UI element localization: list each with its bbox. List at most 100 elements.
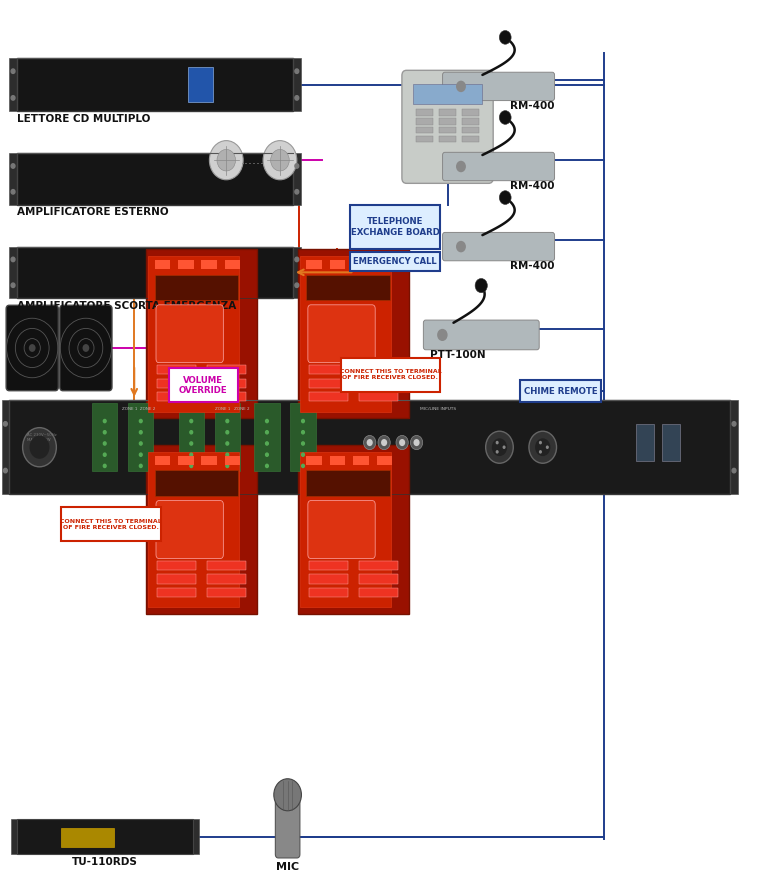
Text: LETTORE CD MULTIPLO: LETTORE CD MULTIPLO bbox=[17, 114, 150, 124]
Circle shape bbox=[190, 453, 193, 457]
Bar bbox=[300, 256, 391, 411]
Bar bbox=[359, 378, 397, 388]
Bar bbox=[207, 574, 246, 584]
Bar bbox=[146, 445, 257, 614]
Circle shape bbox=[546, 445, 549, 449]
Text: MIC: MIC bbox=[276, 862, 299, 872]
FancyBboxPatch shape bbox=[6, 305, 58, 391]
FancyBboxPatch shape bbox=[443, 152, 555, 181]
Circle shape bbox=[456, 161, 466, 173]
Bar bbox=[148, 452, 239, 607]
Bar bbox=[155, 456, 170, 465]
Bar bbox=[92, 403, 117, 471]
Bar bbox=[439, 118, 456, 125]
FancyBboxPatch shape bbox=[308, 500, 375, 559]
Circle shape bbox=[11, 283, 15, 287]
Bar bbox=[377, 456, 392, 465]
Bar bbox=[353, 456, 369, 465]
Bar bbox=[146, 249, 257, 418]
Bar bbox=[225, 456, 240, 465]
Circle shape bbox=[502, 445, 505, 449]
Bar bbox=[307, 456, 322, 465]
Circle shape bbox=[456, 241, 466, 253]
Bar bbox=[463, 135, 479, 142]
Bar bbox=[293, 58, 301, 111]
FancyBboxPatch shape bbox=[423, 320, 539, 350]
Circle shape bbox=[265, 453, 268, 457]
Circle shape bbox=[295, 257, 299, 262]
Circle shape bbox=[274, 779, 301, 811]
Circle shape bbox=[265, 441, 268, 445]
Text: RM-400: RM-400 bbox=[510, 181, 555, 190]
Text: CONNECT THIS TO TERMINAL
OF FIRE RECEIVER CLOSED.: CONNECT THIS TO TERMINAL OF FIRE RECEIVE… bbox=[340, 369, 441, 380]
Bar bbox=[178, 456, 193, 465]
Bar bbox=[637, 424, 654, 461]
Bar bbox=[157, 378, 196, 388]
Circle shape bbox=[104, 419, 106, 423]
Bar bbox=[350, 252, 440, 271]
Circle shape bbox=[495, 441, 499, 444]
Bar bbox=[293, 247, 301, 298]
Bar bbox=[416, 126, 433, 134]
Bar bbox=[300, 452, 391, 607]
Bar bbox=[413, 84, 482, 104]
Bar bbox=[377, 260, 392, 270]
Bar bbox=[463, 126, 479, 134]
Circle shape bbox=[364, 435, 376, 449]
FancyBboxPatch shape bbox=[60, 305, 112, 391]
Bar bbox=[359, 365, 397, 375]
Circle shape bbox=[140, 465, 142, 467]
Bar bbox=[330, 260, 345, 270]
Circle shape bbox=[190, 419, 193, 423]
Circle shape bbox=[265, 465, 268, 467]
Circle shape bbox=[399, 439, 405, 446]
Bar bbox=[308, 365, 347, 375]
Circle shape bbox=[22, 427, 56, 466]
Circle shape bbox=[499, 30, 511, 44]
Circle shape bbox=[295, 69, 299, 73]
Bar bbox=[17, 819, 193, 854]
Text: AC 230V~50Hz
MAX 1517W: AC 230V~50Hz MAX 1517W bbox=[28, 433, 57, 442]
Circle shape bbox=[263, 141, 297, 180]
Bar bbox=[359, 561, 397, 570]
Text: ......: ...... bbox=[241, 154, 265, 166]
Text: AMPLIFICATORE SCORTA EMERGENZA: AMPLIFICATORE SCORTA EMERGENZA bbox=[17, 301, 236, 311]
Bar bbox=[9, 153, 17, 205]
Bar bbox=[416, 135, 433, 142]
Circle shape bbox=[410, 435, 423, 449]
Circle shape bbox=[456, 81, 466, 93]
Text: ZONE 1  ZONE 2: ZONE 1 ZONE 2 bbox=[122, 407, 156, 411]
Circle shape bbox=[104, 453, 106, 457]
Bar bbox=[291, 403, 315, 471]
Circle shape bbox=[295, 95, 299, 100]
Bar bbox=[308, 574, 347, 584]
Circle shape bbox=[217, 150, 235, 171]
Bar bbox=[207, 392, 246, 401]
Text: CHIME REMOTE: CHIME REMOTE bbox=[524, 386, 597, 396]
Bar bbox=[155, 274, 238, 300]
Circle shape bbox=[3, 468, 8, 473]
Circle shape bbox=[265, 419, 268, 423]
Circle shape bbox=[29, 344, 35, 352]
Bar bbox=[157, 574, 196, 584]
Circle shape bbox=[301, 431, 304, 433]
Bar bbox=[169, 368, 238, 402]
Bar bbox=[416, 109, 433, 116]
Circle shape bbox=[226, 453, 229, 457]
Bar bbox=[307, 470, 390, 496]
Bar bbox=[157, 588, 196, 597]
Bar bbox=[157, 392, 196, 401]
Circle shape bbox=[140, 431, 142, 433]
Circle shape bbox=[265, 431, 268, 433]
Circle shape bbox=[381, 439, 387, 446]
Circle shape bbox=[396, 435, 408, 449]
Circle shape bbox=[104, 431, 106, 433]
Bar bbox=[193, 819, 199, 854]
Bar bbox=[662, 424, 680, 461]
Circle shape bbox=[539, 450, 542, 454]
Circle shape bbox=[378, 435, 390, 449]
Bar bbox=[463, 118, 479, 125]
Bar bbox=[9, 58, 17, 111]
Bar bbox=[730, 400, 738, 494]
Bar bbox=[353, 260, 369, 270]
